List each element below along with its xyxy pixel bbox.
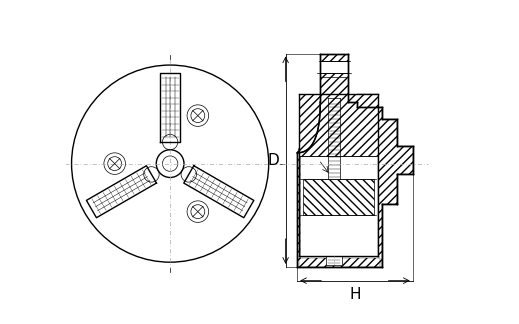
- Polygon shape: [320, 76, 348, 94]
- Polygon shape: [297, 94, 320, 267]
- Polygon shape: [357, 94, 413, 267]
- Polygon shape: [320, 53, 348, 61]
- Bar: [326, 256, 342, 265]
- Text: D: D: [268, 153, 279, 168]
- Text: H: H: [349, 287, 361, 302]
- Polygon shape: [299, 94, 378, 156]
- Polygon shape: [320, 73, 348, 90]
- Polygon shape: [303, 179, 374, 215]
- Polygon shape: [299, 258, 380, 267]
- Polygon shape: [320, 53, 348, 61]
